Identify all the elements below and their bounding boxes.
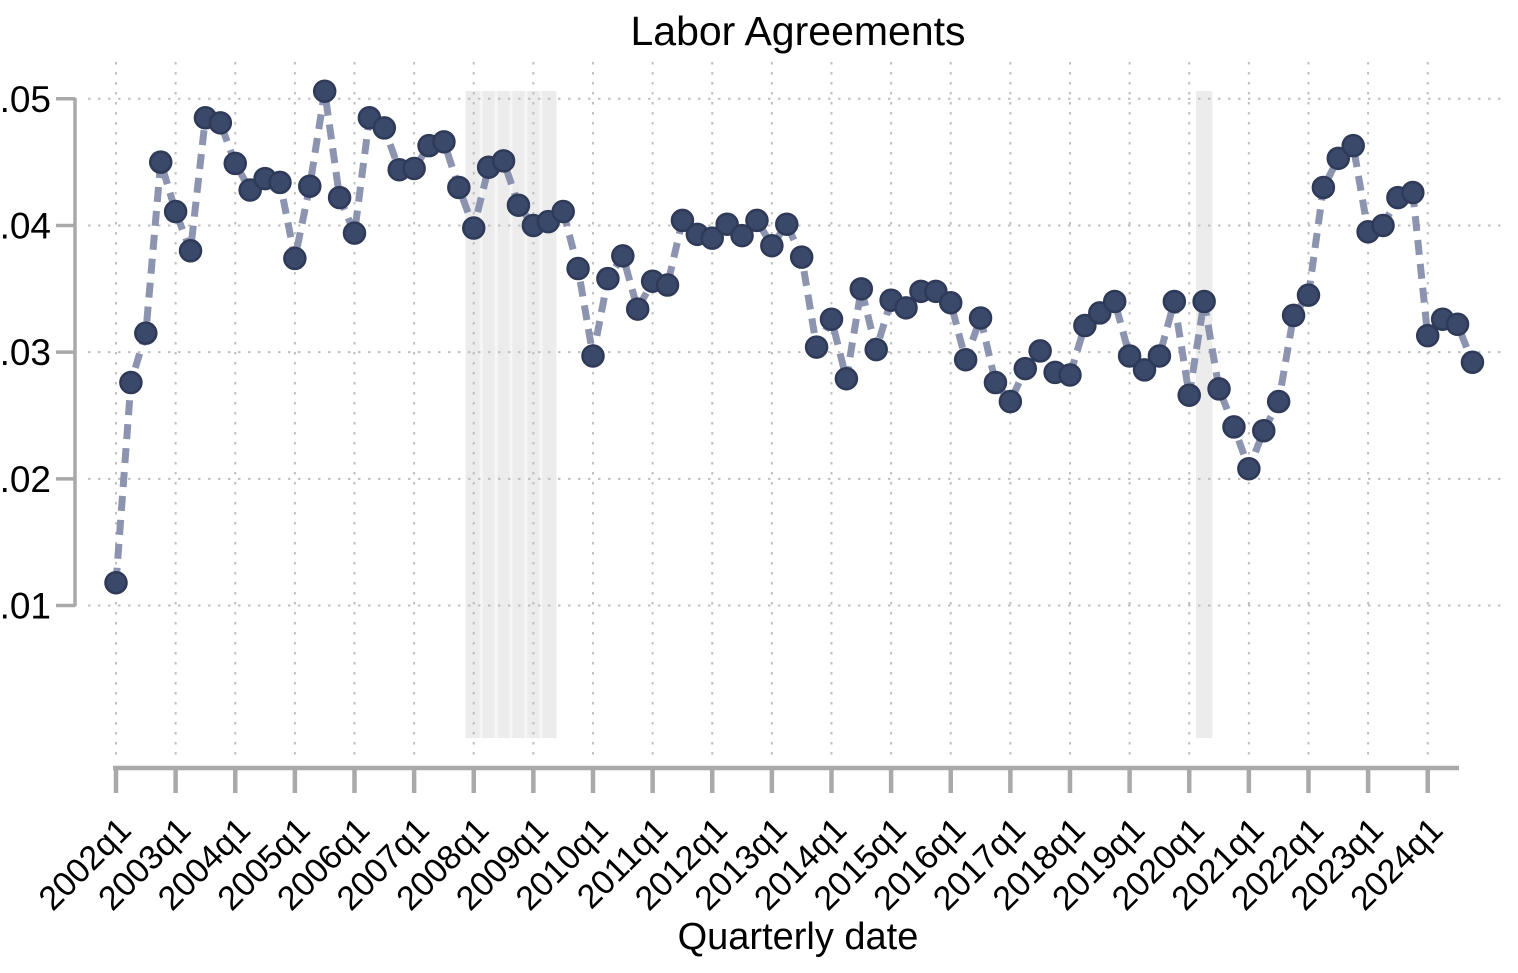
- data-point: [104, 570, 128, 595]
- data-point: [1341, 133, 1365, 158]
- data-point: [1073, 313, 1097, 338]
- data-point: [1445, 312, 1470, 337]
- data-point: [223, 151, 247, 176]
- data-point: [700, 226, 724, 250]
- data-point: [596, 266, 620, 291]
- data-point: [1192, 289, 1216, 314]
- data-point: [819, 307, 844, 331]
- data-point: [789, 245, 814, 269]
- data-point: [1371, 213, 1395, 238]
- data-point: [342, 221, 367, 245]
- data-point: [998, 389, 1023, 414]
- data-point: [1415, 323, 1440, 348]
- data-point: [1222, 415, 1246, 439]
- data-point: [1460, 350, 1485, 375]
- data-point: [1177, 383, 1201, 407]
- data-point: [178, 239, 203, 263]
- data-point: [730, 223, 754, 248]
- data-point: [968, 306, 993, 330]
- data-point: [938, 290, 963, 315]
- data-point: [1296, 283, 1321, 307]
- data-point: [849, 277, 874, 301]
- data-point: [834, 367, 859, 391]
- data-point: [402, 156, 426, 181]
- data-point: [283, 246, 307, 271]
- data-point: [268, 170, 292, 195]
- data-point: [953, 348, 978, 372]
- data-point: [1401, 180, 1425, 205]
- data-point: [611, 244, 635, 268]
- data-point: [1102, 289, 1127, 314]
- data-point: [625, 297, 650, 321]
- data-point: [1311, 175, 1336, 200]
- data-point: [655, 273, 680, 297]
- y-tick-label: .05: [0, 79, 51, 120]
- data-point: [1252, 418, 1276, 443]
- data-point: [1013, 356, 1038, 381]
- data-point: [1058, 363, 1082, 387]
- data-point: [134, 321, 158, 345]
- data-point: [1237, 456, 1261, 481]
- data-point: [506, 193, 531, 217]
- y-tick-label: .02: [0, 459, 51, 500]
- chart-title: Labor Agreements: [630, 8, 966, 54]
- data-point: [1117, 344, 1142, 368]
- y-tick-label: .03: [0, 332, 51, 373]
- y-tick-label: .04: [0, 205, 51, 246]
- data-point: [1207, 377, 1231, 401]
- data-point: [461, 216, 486, 240]
- data-point: [119, 370, 143, 395]
- data-point: [1162, 289, 1187, 314]
- x-axis-title: Quarterly date: [677, 916, 919, 958]
- recession-band: [1195, 91, 1213, 738]
- data-point: [208, 111, 233, 135]
- data-point: [983, 370, 1008, 395]
- series-line: [112, 87, 1476, 583]
- data-point: [447, 175, 471, 200]
- data-point: [372, 116, 397, 140]
- data-point: [491, 149, 516, 173]
- data-point: [327, 185, 352, 210]
- data-point: [1132, 358, 1157, 382]
- data-point: [670, 208, 695, 233]
- data-point: [1281, 303, 1306, 328]
- data-point: [775, 212, 799, 236]
- data-point: [566, 256, 590, 281]
- data-point: [551, 199, 575, 224]
- data-point: [163, 199, 188, 224]
- data-point: [148, 150, 173, 174]
- data-point: [864, 337, 888, 362]
- data-point: [298, 174, 322, 198]
- data-point: [894, 296, 918, 320]
- data-point: [581, 344, 605, 368]
- data-point: [312, 79, 337, 103]
- data-point: [1147, 344, 1172, 368]
- data-point: [1326, 146, 1351, 171]
- data-point: [804, 335, 829, 359]
- data-point: [745, 208, 769, 233]
- data-point: [1028, 339, 1052, 363]
- data-point: [1266, 389, 1291, 414]
- data-point: [432, 130, 456, 154]
- data-point: [760, 233, 784, 258]
- y-tick-label: .01: [0, 586, 51, 627]
